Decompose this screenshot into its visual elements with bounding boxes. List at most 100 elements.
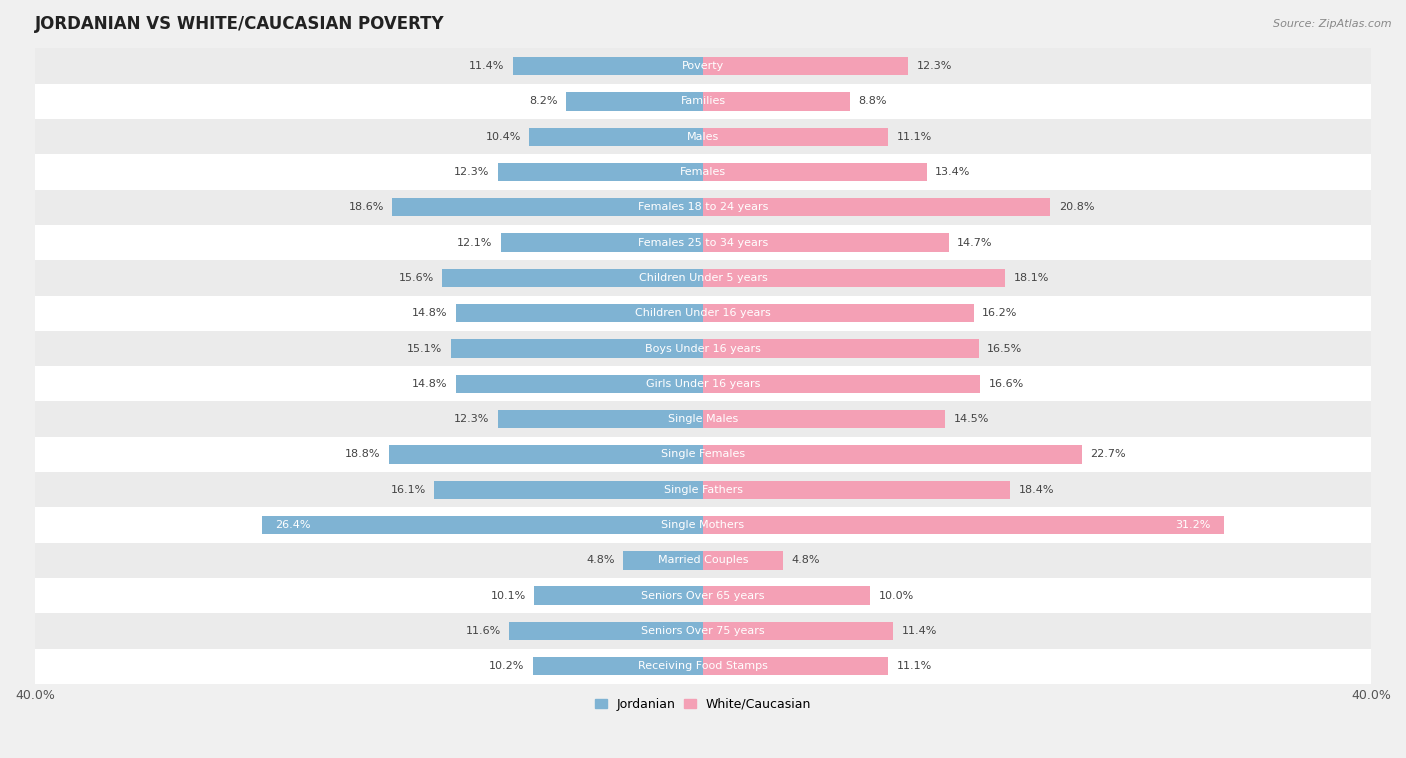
Text: 18.6%: 18.6%: [349, 202, 384, 212]
Bar: [703, 445, 1083, 464]
Text: 14.8%: 14.8%: [412, 379, 447, 389]
Bar: [35, 402, 1371, 437]
Text: 4.8%: 4.8%: [792, 556, 820, 565]
Bar: [35, 155, 1371, 190]
Text: 10.4%: 10.4%: [485, 132, 522, 142]
Bar: [703, 374, 980, 393]
Bar: [703, 269, 1005, 287]
Text: 22.7%: 22.7%: [1091, 449, 1126, 459]
Bar: [443, 269, 703, 287]
Bar: [703, 198, 1050, 217]
Bar: [35, 543, 1371, 578]
Text: 20.8%: 20.8%: [1059, 202, 1094, 212]
Text: Males: Males: [688, 132, 718, 142]
Text: 15.1%: 15.1%: [408, 343, 443, 353]
Bar: [703, 410, 945, 428]
Text: 8.8%: 8.8%: [858, 96, 887, 106]
Text: 10.2%: 10.2%: [489, 661, 524, 672]
Text: Single Fathers: Single Fathers: [664, 484, 742, 495]
Bar: [509, 622, 703, 641]
Bar: [567, 92, 703, 111]
Text: 26.4%: 26.4%: [276, 520, 311, 530]
Text: 14.7%: 14.7%: [957, 237, 993, 248]
Text: Single Mothers: Single Mothers: [661, 520, 745, 530]
Text: Children Under 5 years: Children Under 5 years: [638, 273, 768, 283]
Text: Females: Females: [681, 167, 725, 177]
Text: 10.1%: 10.1%: [491, 590, 526, 600]
Text: Single Males: Single Males: [668, 414, 738, 424]
Text: Single Females: Single Females: [661, 449, 745, 459]
Bar: [534, 587, 703, 605]
Text: 16.6%: 16.6%: [988, 379, 1024, 389]
Text: Seniors Over 75 years: Seniors Over 75 years: [641, 626, 765, 636]
Bar: [703, 481, 1011, 499]
Text: 12.1%: 12.1%: [457, 237, 492, 248]
Bar: [703, 92, 851, 111]
Bar: [529, 127, 703, 146]
Bar: [35, 225, 1371, 260]
Bar: [35, 507, 1371, 543]
Bar: [35, 472, 1371, 507]
Text: Females 25 to 34 years: Females 25 to 34 years: [638, 237, 768, 248]
Text: Girls Under 16 years: Girls Under 16 years: [645, 379, 761, 389]
Text: 16.2%: 16.2%: [981, 309, 1018, 318]
Bar: [35, 119, 1371, 155]
Text: Married Couples: Married Couples: [658, 556, 748, 565]
Text: Children Under 16 years: Children Under 16 years: [636, 309, 770, 318]
Bar: [703, 233, 949, 252]
Text: Receiving Food Stamps: Receiving Food Stamps: [638, 661, 768, 672]
Bar: [35, 613, 1371, 649]
Bar: [35, 83, 1371, 119]
Bar: [703, 657, 889, 675]
Bar: [35, 649, 1371, 684]
Text: 12.3%: 12.3%: [454, 414, 489, 424]
Text: 18.8%: 18.8%: [344, 449, 381, 459]
Text: 14.5%: 14.5%: [953, 414, 988, 424]
Text: Families: Families: [681, 96, 725, 106]
Text: 11.1%: 11.1%: [897, 661, 932, 672]
Text: Source: ZipAtlas.com: Source: ZipAtlas.com: [1274, 19, 1392, 29]
Text: 13.4%: 13.4%: [935, 167, 970, 177]
Bar: [703, 304, 973, 322]
Text: 12.3%: 12.3%: [917, 61, 952, 71]
Bar: [451, 340, 703, 358]
Text: Boys Under 16 years: Boys Under 16 years: [645, 343, 761, 353]
Bar: [35, 366, 1371, 402]
Bar: [703, 127, 889, 146]
Text: 16.5%: 16.5%: [987, 343, 1022, 353]
Bar: [262, 516, 703, 534]
Bar: [35, 331, 1371, 366]
Text: 11.6%: 11.6%: [465, 626, 501, 636]
Text: Females 18 to 24 years: Females 18 to 24 years: [638, 202, 768, 212]
Bar: [703, 57, 908, 75]
Text: 10.0%: 10.0%: [879, 590, 914, 600]
Text: 11.4%: 11.4%: [901, 626, 938, 636]
Bar: [703, 622, 893, 641]
Text: 15.6%: 15.6%: [399, 273, 434, 283]
Bar: [513, 57, 703, 75]
Bar: [703, 340, 979, 358]
Bar: [498, 410, 703, 428]
Text: 4.8%: 4.8%: [586, 556, 614, 565]
Text: 11.4%: 11.4%: [468, 61, 505, 71]
Text: 16.1%: 16.1%: [391, 484, 426, 495]
Text: Poverty: Poverty: [682, 61, 724, 71]
Text: 11.1%: 11.1%: [897, 132, 932, 142]
Bar: [389, 445, 703, 464]
Bar: [434, 481, 703, 499]
Text: Seniors Over 65 years: Seniors Over 65 years: [641, 590, 765, 600]
Text: 18.1%: 18.1%: [1014, 273, 1049, 283]
Text: 14.8%: 14.8%: [412, 309, 447, 318]
Legend: Jordanian, White/Caucasian: Jordanian, White/Caucasian: [589, 693, 817, 716]
Bar: [501, 233, 703, 252]
Bar: [35, 49, 1371, 83]
Bar: [533, 657, 703, 675]
Bar: [35, 296, 1371, 331]
Text: 12.3%: 12.3%: [454, 167, 489, 177]
Text: JORDANIAN VS WHITE/CAUCASIAN POVERTY: JORDANIAN VS WHITE/CAUCASIAN POVERTY: [35, 15, 444, 33]
Text: 18.4%: 18.4%: [1019, 484, 1054, 495]
Text: 8.2%: 8.2%: [529, 96, 558, 106]
Bar: [392, 198, 703, 217]
Bar: [703, 163, 927, 181]
Bar: [623, 551, 703, 569]
